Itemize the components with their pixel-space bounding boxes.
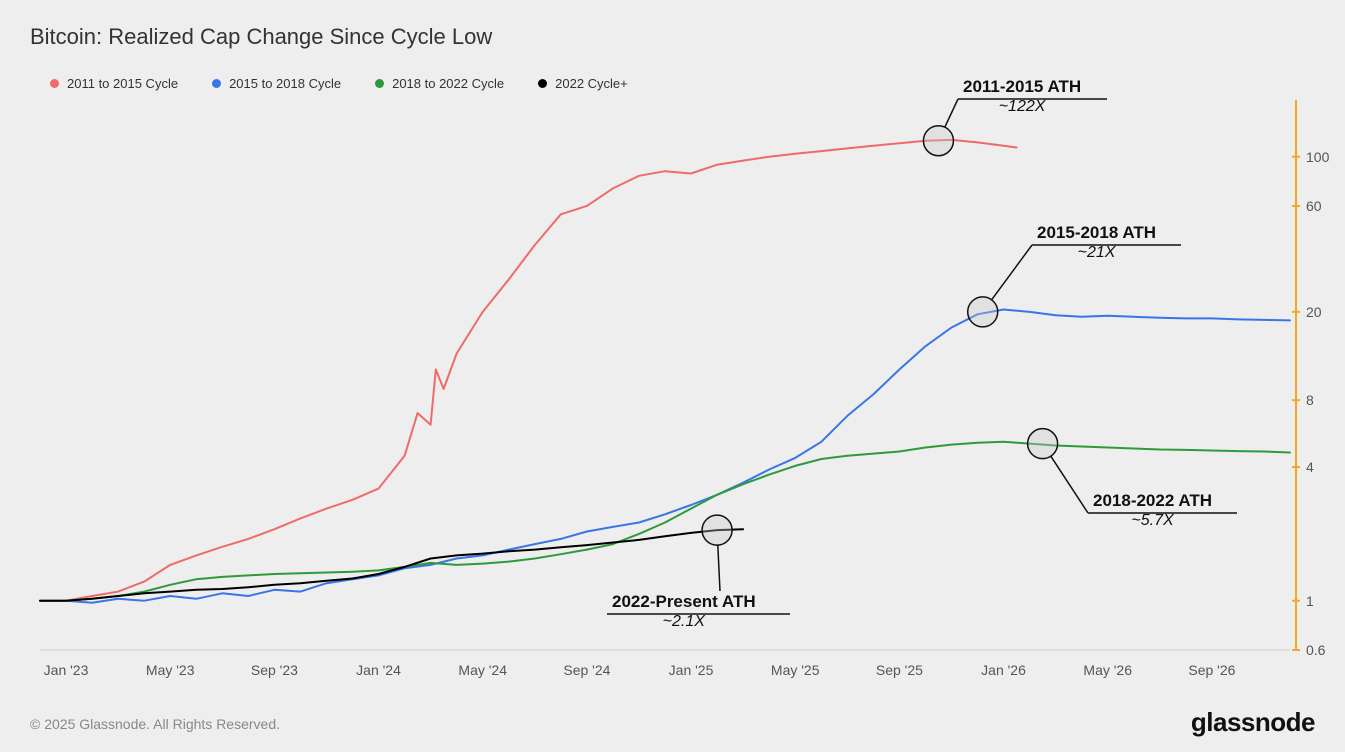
annotation-leader-line — [718, 545, 720, 591]
annotation-marker-icon — [1028, 429, 1058, 459]
plot-svg — [0, 0, 1345, 752]
copyright-footer: © 2025 Glassnode. All Rights Reserved. — [30, 716, 280, 732]
x-tick-label: Sep '24 — [563, 662, 610, 678]
y-tick-label: 4 — [1306, 459, 1314, 475]
annotation-label: 2018-2022 ATH~5.7X — [1093, 490, 1212, 531]
annotation-leader-line — [945, 99, 958, 127]
x-tick-label: May '26 — [1083, 662, 1132, 678]
series-line — [40, 529, 743, 601]
y-tick-label: 20 — [1306, 304, 1322, 320]
chart-container: Bitcoin: Realized Cap Change Since Cycle… — [0, 0, 1345, 752]
y-tick-label: 1 — [1306, 593, 1314, 609]
annotation-subtitle: ~5.7X — [1093, 511, 1212, 531]
annotation-label: 2022-Present ATH~2.1X — [612, 591, 756, 632]
x-tick-label: Sep '23 — [251, 662, 298, 678]
series-line — [40, 140, 1017, 601]
x-tick-label: Sep '25 — [876, 662, 923, 678]
x-tick-label: May '23 — [146, 662, 195, 678]
annotation-leader-line — [992, 245, 1032, 300]
x-tick-label: Sep '26 — [1188, 662, 1235, 678]
x-tick-label: May '24 — [458, 662, 507, 678]
annotation-subtitle: ~21X — [1037, 243, 1156, 263]
x-tick-label: Jan '25 — [669, 662, 714, 678]
annotation-marker-icon — [702, 515, 732, 545]
x-tick-label: Jan '24 — [356, 662, 401, 678]
annotation-label: 2015-2018 ATH~21X — [1037, 222, 1156, 263]
annotation-subtitle: ~2.1X — [612, 612, 756, 632]
x-tick-label: May '25 — [771, 662, 820, 678]
annotation-title: 2022-Present ATH — [612, 591, 756, 612]
annotation-marker-icon — [923, 126, 953, 156]
annotation-subtitle: ~122X — [963, 97, 1081, 117]
brand-logo: glassnode — [1191, 707, 1315, 738]
y-tick-label: 0.6 — [1306, 642, 1325, 658]
annotation-leader-line — [1051, 456, 1088, 513]
annotation-title: 2015-2018 ATH — [1037, 222, 1156, 243]
x-tick-label: Jan '23 — [44, 662, 89, 678]
annotation-label: 2011-2015 ATH~122X — [963, 76, 1081, 117]
y-tick-label: 60 — [1306, 198, 1322, 214]
y-tick-label: 8 — [1306, 392, 1314, 408]
series-line — [40, 310, 1290, 603]
x-tick-label: Jan '26 — [981, 662, 1026, 678]
annotation-title: 2011-2015 ATH — [963, 76, 1081, 97]
annotation-title: 2018-2022 ATH — [1093, 490, 1212, 511]
annotation-marker-icon — [968, 297, 998, 327]
y-tick-label: 100 — [1306, 149, 1329, 165]
